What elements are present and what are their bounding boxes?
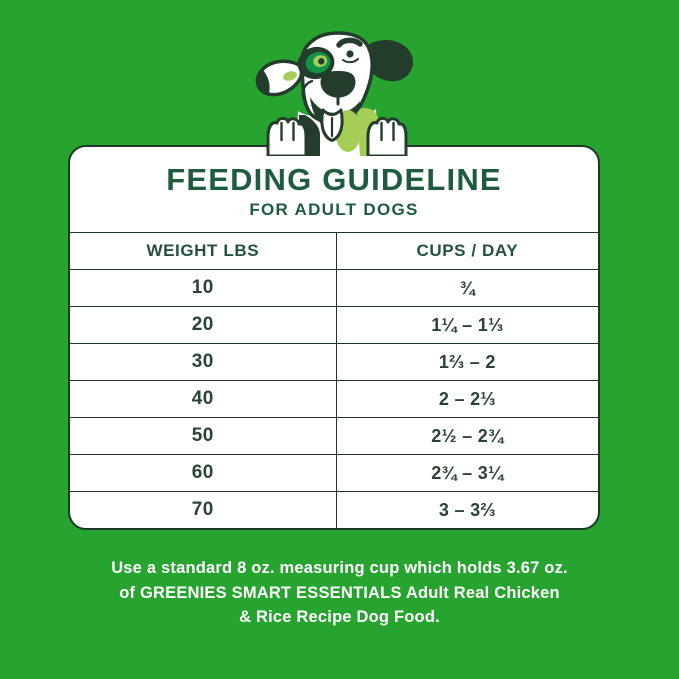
cups-value: 3 – 3⅔ <box>438 499 496 520</box>
column-header-weight: WEIGHT LBS <box>70 233 337 269</box>
table-row: 10 ¾ <box>70 270 598 306</box>
footer-note: Use a standard 8 oz. measuring cup which… <box>0 556 679 630</box>
table-row: 50 2½ – 2¾ <box>70 417 598 454</box>
weight-value: 30 <box>70 344 337 380</box>
weight-value: 60 <box>70 455 337 491</box>
cups-value: ¾ <box>459 277 475 298</box>
table-row: 30 1⅔ – 2 <box>70 343 598 380</box>
feeding-guideline-card: FEEDING GUIDELINE FOR ADULT DOGS WEIGHT … <box>68 145 600 530</box>
table-row: 70 3 – 3⅔ <box>70 491 598 528</box>
weight-value: 70 <box>70 492 337 528</box>
dog-right-eye <box>346 50 354 58</box>
feeding-table: WEIGHT LBS CUPS / DAY 10 ¾ 20 1¼ – 1⅓ 30 1⅔ –… <box>70 232 598 528</box>
dog-eyebrow <box>336 37 363 48</box>
weight-value: 10 <box>70 270 337 306</box>
title-block: FEEDING GUIDELINE FOR ADULT DOGS <box>70 147 598 232</box>
footer-line: Use a standard 8 oz. measuring cup which… <box>111 559 568 577</box>
dog-right-paw <box>366 116 408 156</box>
footer-line: of GREENIES SMART ESSENTIALS Adult Real … <box>119 583 560 602</box>
cups-value: 1¼ – 1⅓ <box>431 314 504 335</box>
cups-value: 2 – 2⅓ <box>438 388 496 409</box>
dog-nose <box>320 70 356 98</box>
table-row: 20 1¼ – 1⅓ <box>70 306 598 343</box>
dog-left-paw <box>266 116 308 156</box>
column-header-cups: CUPS / DAY <box>416 241 519 260</box>
weight-value: 20 <box>70 307 337 343</box>
page-subtitle: FOR ADULT DOGS <box>249 200 419 220</box>
table-header-row: WEIGHT LBS CUPS / DAY <box>70 232 598 270</box>
table-row: 40 2 – 2⅓ <box>70 380 598 417</box>
cups-value: 1⅔ – 2 <box>438 351 496 372</box>
weight-value: 50 <box>70 418 337 454</box>
cups-value: 2½ – 2¾ <box>431 425 504 446</box>
footer-line: & Rice Recipe Dog Food. <box>239 608 440 626</box>
table-row: 60 2¾ – 3¼ <box>70 454 598 491</box>
dog-mascot-icon <box>255 31 414 156</box>
table-body: 10 ¾ 20 1¼ – 1⅓ 30 1⅔ – 2 40 2 – 2⅓ 50 2½ – 2¾ 60 2… <box>70 270 598 528</box>
page-title: FEEDING GUIDELINE <box>166 161 502 197</box>
dog-eye-patch <box>297 46 335 80</box>
cups-value: 2¾ – 3¼ <box>431 462 504 483</box>
weight-value: 40 <box>70 381 337 417</box>
